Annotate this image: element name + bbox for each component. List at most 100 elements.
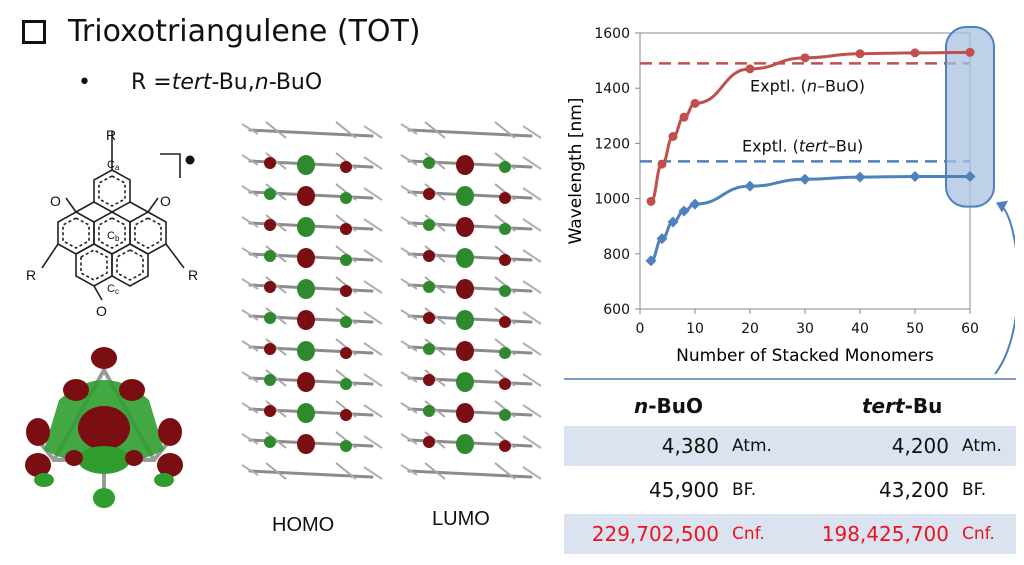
orbital-lobe [264,343,276,355]
slide-title-row: Trioxotriangulene (TOT) [22,14,421,49]
monomer-frame [400,464,418,476]
orbital-lobe [340,161,352,173]
monomer-frame [522,404,542,418]
orbital-lobe [264,405,276,417]
x-tick-label: 50 [906,321,924,337]
monomer-frame [363,218,383,232]
monomer-frame [265,431,287,449]
x-tick-label: 30 [796,321,814,337]
carbon-b-label: C [107,230,115,242]
stacked-monomer [241,121,383,139]
carbon-a-subscript: a [115,163,120,172]
monomer-frame [494,121,516,139]
curved-arrow [994,203,1015,375]
orbital-lobe [340,223,352,235]
r-group-right: R [188,267,198,283]
monomer-frame [424,121,446,139]
bullet-marker: • [78,70,91,95]
orbital-lobe [423,188,435,200]
monomer-frame [400,185,418,197]
orbital-lobe [499,378,511,390]
carbon-c-label: C [107,283,115,295]
y-tick-label: 1600 [594,26,630,42]
orbital-lobe [264,436,276,448]
table-top-rule [564,378,1016,380]
x-tick-label: 40 [851,321,869,337]
orbital-lobe [297,341,315,361]
stacked-monomer [400,245,542,268]
monomer-frame [424,400,446,418]
bullet-r2-suffix: -BuO [268,70,323,95]
orbital-lobe [423,405,435,417]
stacked-monomer [400,431,542,454]
bullet-r1: tert [171,70,212,95]
data-point-circle [855,49,865,59]
orbital-lobe [456,248,474,268]
monomer-frame [265,121,287,139]
somo-orbital-image [25,347,183,508]
orbital-lobe [340,409,352,421]
monomer-frame [424,276,446,294]
orbital-lobe [264,281,276,293]
stacked-monomer [241,214,383,237]
monomer-frame [400,309,418,321]
monomer-frame [400,154,418,166]
orbital-lobe [456,155,474,175]
monomer-frame [335,462,357,480]
ref-label-prefix: Exptl. ( [742,136,799,155]
orbital-lobe [456,217,474,237]
data-point-diamond [744,180,756,192]
col-tertbu-rest: -Bu [904,394,943,418]
orbital-lobe [297,434,315,454]
arrowhead-icon [996,200,1008,213]
monomer-frame [241,123,259,135]
nbuo-count: 4,380 [661,434,719,458]
tertbu-count: 43,200 [879,478,949,502]
bullet-prefix: R = [130,70,172,95]
monomer-frame [265,400,287,418]
slide-title: Trioxotriangulene (TOT) [68,14,421,49]
ref-label-suffix: –BuO) [817,76,865,95]
oxygen-right: O [160,193,171,209]
orbital-lobe [340,316,352,328]
orbital-lobe [423,312,435,324]
orbital-lobe [297,310,315,330]
monomer-frame [400,216,418,228]
lumo-stack-image [400,121,542,480]
monomer-frame [424,245,446,263]
monomer-frame [522,280,542,294]
monomer-frame [400,123,418,135]
table-row: 45,900 BF. 43,200 BF. [564,470,1016,510]
monomer-frame [335,121,357,139]
table-row: 4,380 Atm. 4,200 Atm. [564,426,1016,466]
monomer-frame [400,247,418,259]
orbital-lobe [297,248,315,268]
col-nbuo-rest: -BuO [648,394,704,418]
orbital-lobe [264,157,276,169]
homo-caption: HOMO [272,514,335,536]
series-line [650,175,970,263]
radical-dot-icon [185,155,195,165]
monomer-frame [241,371,259,383]
bullet-r2: n [254,70,269,95]
stacked-monomer [241,276,383,299]
orbital-lobe [456,279,474,299]
stacked-monomer [241,183,383,206]
monomer-frame [241,278,259,290]
data-point-diamond [678,205,690,217]
series-line [649,50,971,203]
orbital-lobe [340,254,352,266]
data-point-diamond [667,216,679,228]
col-tertbu-italic: tert [862,394,905,418]
monomer-frame [363,125,383,139]
r-group-left: R [26,267,36,283]
monomer-frame [363,187,383,201]
orbital-lobe [423,436,435,448]
nbuo-count: 45,900 [649,478,719,502]
y-tick-label: 1400 [594,81,630,97]
orbital-lobe [456,186,474,206]
orbital-lobe [340,192,352,204]
x-axis-label: Number of Stacked Monomers [676,346,934,366]
monomer-frame [522,125,542,139]
monomer-frame [424,431,446,449]
